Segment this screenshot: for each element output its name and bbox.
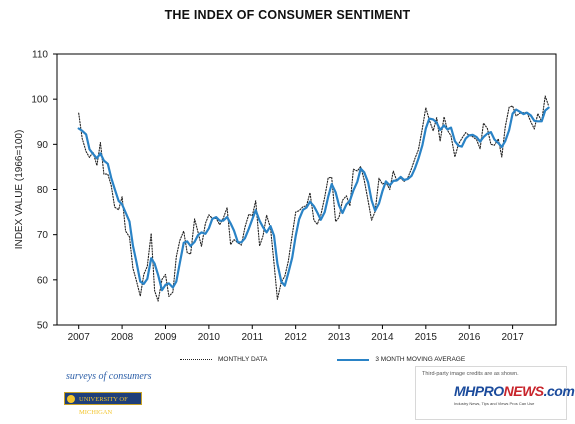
legend-label-monthly: MONTHLY DATA <box>218 356 268 363</box>
surveys-of-consumers-logo: surveys of consumers <box>66 371 152 382</box>
series-moving-average <box>77 106 550 292</box>
chart-legend: MONTHLY DATA 3 MONTH MOVING AVERAGE <box>180 356 535 363</box>
chart-title: THE INDEX OF CONSUMER SENTIMENT <box>164 8 411 22</box>
university-logo-text: UNIVERSITY OF MICHIGAN <box>79 396 128 416</box>
legend-swatch-moving-average <box>337 358 370 361</box>
credit-box: Third-party image credits are as shown. … <box>415 366 575 420</box>
legend-item-moving-average: 3 MONTH MOVING AVERAGE <box>337 356 465 363</box>
mh-logo-part3: .com <box>543 383 575 399</box>
line-moving-average <box>77 106 550 292</box>
x-tick-label: 2008 <box>111 332 134 343</box>
y-tick-label: 80 <box>37 185 49 196</box>
legend-item-monthly: MONTHLY DATA <box>180 356 267 363</box>
y-tick-label: 50 <box>37 321 49 332</box>
legend-label-moving-average: 3 MONTH MOVING AVERAGE <box>375 356 466 363</box>
university-of-michigan-logo: UNIVERSITY OF MICHIGAN <box>64 392 142 416</box>
mhpronews-logo: MHPRONEWS.com <box>454 383 575 399</box>
x-tick-label: 2015 <box>415 332 438 343</box>
x-tick-label: 2012 <box>285 332 308 343</box>
x-tick-label: 2011 <box>242 332 264 343</box>
x-tick-label: 2010 <box>198 332 221 343</box>
x-tick-label: 2016 <box>458 332 481 343</box>
axes: 50 60 70 80 90 100 110 2007 2008 2009 2010 2011 2012… <box>14 50 557 343</box>
image-credit-text: Third-party image credits are as shown. <box>422 371 519 377</box>
y-tick-label: 110 <box>32 50 48 61</box>
x-tick-label: 2014 <box>371 332 394 343</box>
y-tick-label: 60 <box>37 275 49 286</box>
seal-icon <box>67 395 75 403</box>
y-tick-label: 100 <box>31 95 48 106</box>
y-tick-label: 70 <box>37 230 49 241</box>
legend-swatch-monthly <box>180 359 212 360</box>
x-tick-label: 2007 <box>68 332 91 343</box>
x-tick-label: 2017 <box>501 332 524 343</box>
x-tick-label: 2009 <box>154 332 177 343</box>
plot-frame <box>56 53 557 326</box>
mh-tagline: Industry News, Tips and Views Pros Can U… <box>454 401 535 406</box>
x-tick-label: 2013 <box>328 332 351 343</box>
mh-logo-part2: NEWS <box>503 383 545 399</box>
y-tick-label: 90 <box>37 140 49 151</box>
mh-logo-part1: MHPRO <box>454 383 504 399</box>
y-axis-label: INDEX VALUE (1966=100) <box>14 130 25 250</box>
